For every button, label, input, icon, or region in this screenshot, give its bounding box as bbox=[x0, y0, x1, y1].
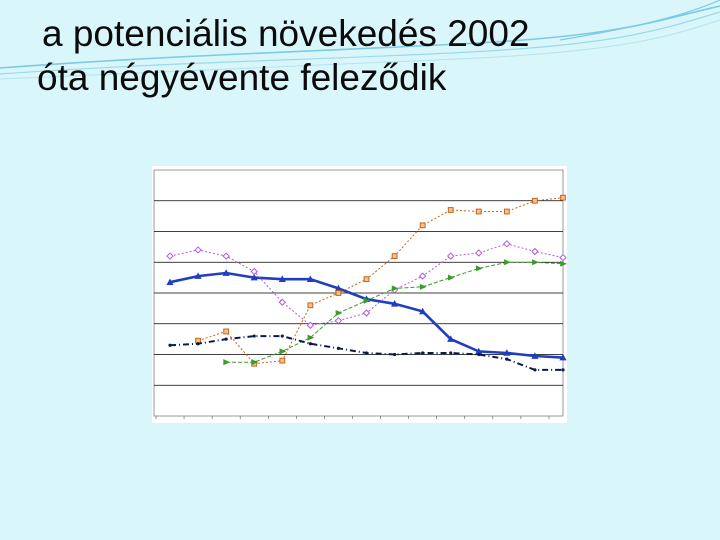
data-point bbox=[279, 357, 286, 364]
data-point bbox=[278, 298, 286, 306]
data-point bbox=[447, 274, 455, 281]
data-point bbox=[279, 348, 287, 355]
data-point bbox=[222, 269, 230, 276]
data-point bbox=[447, 335, 455, 342]
data-point bbox=[475, 249, 483, 257]
data-point bbox=[477, 352, 481, 357]
data-point bbox=[223, 328, 230, 335]
data-point bbox=[419, 283, 427, 290]
data-point bbox=[560, 260, 567, 267]
data-point bbox=[531, 247, 539, 256]
data-point bbox=[504, 259, 511, 266]
title-line-2: óta négyévente feleződik bbox=[37, 57, 447, 98]
slide-title: a potenciális növekedés 2002 óta négyéve… bbox=[28, 12, 688, 100]
line-chart bbox=[152, 166, 567, 423]
data-point bbox=[363, 297, 371, 304]
data-point bbox=[168, 343, 172, 347]
data-point bbox=[196, 342, 200, 346]
data-point bbox=[307, 334, 315, 341]
data-point bbox=[390, 300, 399, 307]
data-point bbox=[194, 272, 202, 279]
data-point bbox=[475, 208, 482, 215]
data-point bbox=[364, 351, 369, 355]
data-point bbox=[166, 278, 174, 286]
data-point bbox=[222, 252, 230, 260]
data-point bbox=[391, 253, 398, 259]
data-point bbox=[306, 275, 314, 282]
data-point bbox=[194, 246, 202, 254]
chart-canvas bbox=[153, 169, 567, 419]
data-point bbox=[308, 342, 312, 346]
data-point bbox=[532, 259, 539, 266]
data-point bbox=[223, 359, 231, 366]
data-point bbox=[251, 359, 259, 366]
data-point bbox=[363, 276, 370, 283]
data-point bbox=[362, 309, 371, 317]
data-point bbox=[533, 368, 537, 372]
data-point bbox=[449, 351, 453, 355]
data-point bbox=[250, 267, 258, 276]
data-point bbox=[335, 290, 342, 296]
data-point bbox=[559, 253, 567, 262]
data-point bbox=[250, 273, 258, 281]
data-point bbox=[503, 240, 511, 248]
decorative-swoosh-lines bbox=[0, 0, 720, 80]
data-point bbox=[560, 194, 566, 201]
title-line-1: a potenciális növekedés 2002 bbox=[42, 13, 530, 54]
data-point bbox=[447, 252, 455, 260]
data-point bbox=[335, 309, 343, 317]
data-point bbox=[561, 368, 565, 372]
data-point bbox=[280, 334, 284, 338]
series-line-2 bbox=[197, 197, 564, 365]
data-point bbox=[447, 207, 454, 213]
data-point bbox=[559, 353, 567, 361]
data-point bbox=[307, 302, 314, 309]
data-point bbox=[419, 307, 427, 315]
data-point bbox=[475, 265, 483, 272]
data-point bbox=[306, 321, 315, 329]
data-point bbox=[392, 352, 397, 357]
data-point bbox=[503, 349, 511, 356]
data-point bbox=[252, 334, 256, 338]
data-point bbox=[224, 337, 228, 341]
data-point bbox=[336, 346, 341, 350]
data-point bbox=[278, 275, 286, 282]
data-point bbox=[166, 252, 174, 260]
data-point bbox=[531, 352, 539, 359]
data-point bbox=[505, 357, 509, 361]
data-point bbox=[334, 316, 343, 325]
data-point bbox=[391, 285, 399, 292]
data-point bbox=[503, 208, 510, 215]
data-point bbox=[421, 351, 425, 355]
data-point bbox=[419, 222, 426, 229]
data-point bbox=[532, 197, 538, 204]
data-point bbox=[418, 272, 427, 280]
